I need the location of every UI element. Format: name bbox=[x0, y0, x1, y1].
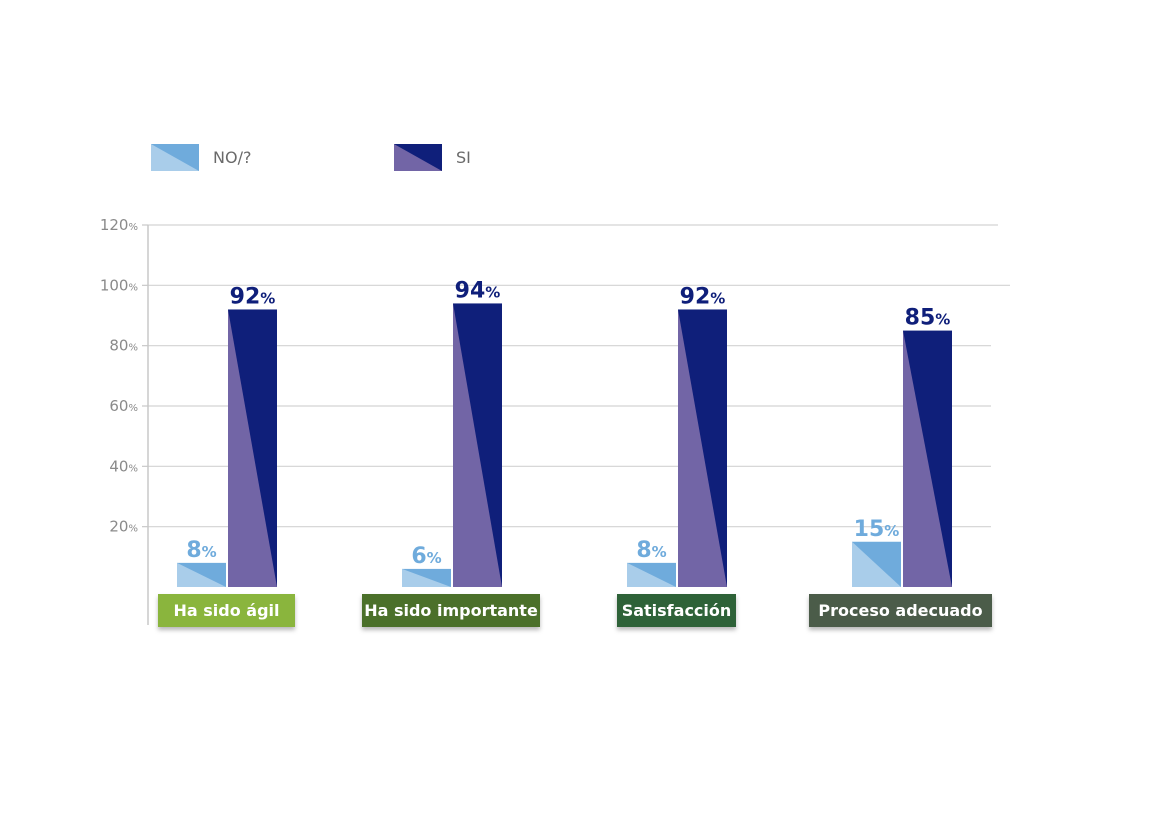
legend-item-si: SI bbox=[394, 144, 471, 171]
category-label-0: Ha sido ágil bbox=[158, 594, 295, 627]
y-tick-label: 120% bbox=[100, 216, 138, 234]
y-tick-label: 80% bbox=[109, 337, 138, 355]
bar-no-0 bbox=[177, 562, 226, 587]
value-label-no-0: 8% bbox=[186, 538, 216, 563]
category-label-text: Ha sido ágil bbox=[174, 601, 280, 620]
category-label-2: Satisfacción bbox=[617, 594, 736, 627]
value-label-si-0: 92% bbox=[230, 284, 276, 309]
legend: NO/? SI bbox=[151, 144, 471, 171]
legend-label: NO/? bbox=[213, 148, 251, 167]
value-label-si-2: 92% bbox=[680, 284, 726, 309]
y-axis: 120% 100% 80% 60% 40% 20% bbox=[100, 216, 149, 625]
category-labels: Ha sido ágil Ha sido importante Satisfacci… bbox=[158, 594, 992, 627]
category-label-text: Proceso adecuado bbox=[818, 601, 982, 620]
value-label-no-1: 6% bbox=[411, 544, 441, 569]
legend-label: SI bbox=[456, 148, 471, 167]
bar-no-3 bbox=[852, 541, 901, 587]
bar-si-0 bbox=[228, 309, 277, 587]
value-label-si-3: 85% bbox=[905, 306, 951, 331]
y-tick-label: 20% bbox=[109, 518, 138, 536]
value-label-no-2: 8% bbox=[636, 538, 666, 563]
category-label-text: Satisfacción bbox=[622, 601, 732, 620]
bar-no-1 bbox=[402, 568, 451, 587]
bar-si-3 bbox=[903, 330, 952, 587]
y-tick-label: 40% bbox=[109, 457, 138, 475]
category-label-3: Proceso adecuado bbox=[809, 594, 992, 627]
category-label-text: Ha sido importante bbox=[364, 601, 538, 620]
bar-si-1 bbox=[453, 303, 502, 587]
legend-item-no: NO/? bbox=[151, 144, 251, 171]
category-label-1: Ha sido importante bbox=[362, 594, 540, 627]
value-label-si-1: 94% bbox=[455, 278, 501, 303]
grid bbox=[148, 224, 1010, 528]
value-labels: 8% 92% 6% 94% 8% 92% 15% 85% bbox=[186, 278, 950, 568]
bars bbox=[177, 303, 952, 587]
bar-no-2 bbox=[627, 562, 676, 587]
value-label-no-3: 15% bbox=[854, 517, 900, 542]
bar-si-2 bbox=[678, 309, 727, 587]
y-tick-label: 100% bbox=[100, 276, 138, 294]
y-tick-label: 60% bbox=[109, 397, 138, 415]
